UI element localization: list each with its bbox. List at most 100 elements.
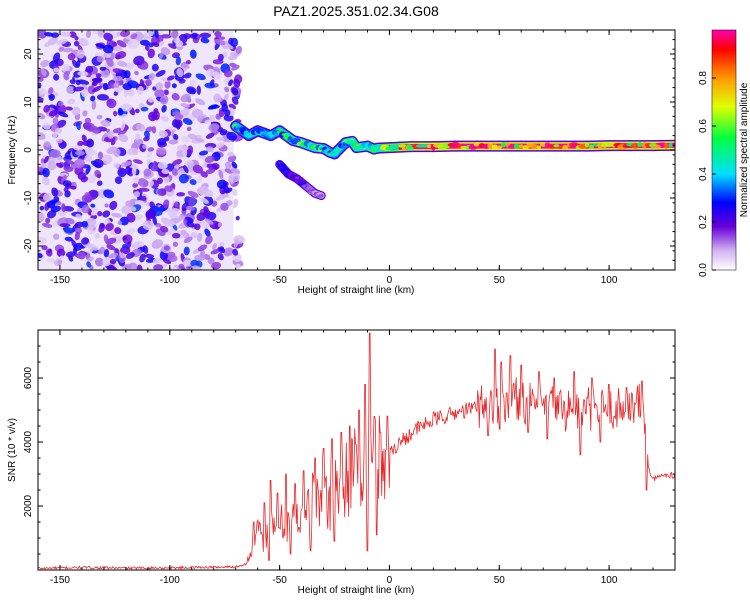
x-tick-label: -100 — [160, 275, 180, 286]
noise-blob — [139, 78, 145, 89]
noise-blob — [56, 248, 66, 258]
noise-blob — [113, 162, 120, 169]
noise-blob — [52, 233, 60, 240]
figure-title: PAZ1.2025.351.02.34.G08 — [273, 3, 439, 19]
noise-blob — [116, 40, 127, 48]
noise-blob — [105, 222, 114, 232]
signal-speckle — [553, 144, 560, 148]
noise-blob — [223, 247, 234, 257]
noise-blob — [112, 127, 124, 134]
noise-blob — [204, 82, 216, 89]
noise-blob — [64, 159, 75, 165]
signal-speckle — [562, 144, 569, 151]
y-tick-label: -10 — [23, 190, 34, 205]
noise-blob — [195, 98, 206, 106]
x-tick-label: 100 — [601, 575, 618, 586]
noise-blob — [158, 51, 164, 60]
noise-blob — [85, 65, 94, 73]
noise-blob — [144, 253, 155, 259]
noise-blob — [221, 103, 229, 112]
noise-blob — [135, 133, 141, 141]
noise-blob — [153, 264, 164, 270]
noise-blob — [81, 134, 87, 142]
noise-blob — [127, 228, 136, 234]
noise-blob — [96, 114, 103, 120]
noise-blob — [205, 235, 213, 245]
noise-blob — [214, 30, 222, 38]
noise-blob — [67, 53, 76, 61]
signal-speckle — [330, 152, 339, 157]
snr-ylabel: SNR (10 * v/v) — [7, 418, 18, 482]
noise-blob — [235, 263, 241, 270]
noise-blob — [52, 117, 59, 125]
noise-blob — [76, 121, 81, 131]
noise-blob — [171, 168, 179, 176]
noise-blob — [185, 59, 191, 65]
noise-blob — [217, 221, 223, 228]
noise-blob — [223, 44, 234, 50]
noise-blob — [96, 93, 109, 101]
noise-blob — [231, 64, 240, 71]
noise-blob — [81, 89, 89, 98]
noise-blob — [76, 59, 81, 68]
noise-blob — [216, 179, 227, 189]
noise-blob — [194, 254, 206, 261]
noise-blob — [157, 161, 168, 170]
noise-blob — [106, 57, 114, 67]
noise-blob — [178, 263, 185, 270]
noise-blob — [222, 51, 228, 58]
noise-blob — [77, 79, 90, 85]
noise-blob — [170, 207, 180, 215]
colorbar-tick-label: 0.6 — [698, 119, 709, 133]
noise-blob — [65, 106, 73, 111]
noise-blob — [180, 103, 190, 108]
noise-blob — [69, 31, 77, 38]
noise-blob — [188, 196, 196, 206]
noise-blob — [218, 109, 225, 117]
noise-blob — [168, 139, 179, 145]
noise-blob — [48, 87, 54, 95]
noise-blob — [114, 176, 123, 185]
noise-blob — [92, 85, 103, 93]
signal-speckle — [605, 142, 613, 148]
colorbar-tick-label: 0.8 — [698, 71, 709, 85]
noise-blob — [121, 205, 132, 215]
noise-blob — [204, 155, 215, 163]
noise-blob — [78, 38, 89, 47]
noise-blob — [102, 44, 114, 54]
noise-blob — [94, 233, 100, 239]
noise-blob — [38, 112, 46, 120]
noise-blob — [50, 32, 60, 38]
noise-blob — [106, 265, 118, 270]
noise-blob — [142, 220, 154, 231]
noise-blob — [198, 150, 209, 156]
noise-blob — [224, 161, 232, 170]
signal-speckle — [500, 142, 507, 148]
noise-blob — [128, 262, 138, 270]
noise-blob — [109, 258, 117, 265]
noise-blob — [172, 110, 181, 117]
noise-blob — [197, 232, 203, 242]
noise-blob — [142, 144, 147, 149]
noise-blob — [133, 191, 141, 198]
noise-blob — [164, 80, 171, 89]
noise-blob — [84, 117, 92, 124]
noise-blob — [87, 174, 97, 184]
noise-blob — [139, 253, 146, 263]
noise-blob — [151, 239, 163, 249]
noise-blob — [103, 32, 114, 41]
noise-blob — [120, 30, 131, 38]
noise-blob — [232, 188, 238, 197]
noise-blob — [147, 149, 153, 158]
noise-blob — [40, 59, 50, 67]
noise-blob — [199, 32, 212, 39]
noise-blob — [181, 107, 191, 114]
noise-blob — [119, 246, 131, 255]
noise-blob — [85, 165, 91, 175]
noise-blob — [168, 43, 177, 49]
noise-blob — [52, 131, 58, 139]
noise-blob — [163, 245, 170, 251]
